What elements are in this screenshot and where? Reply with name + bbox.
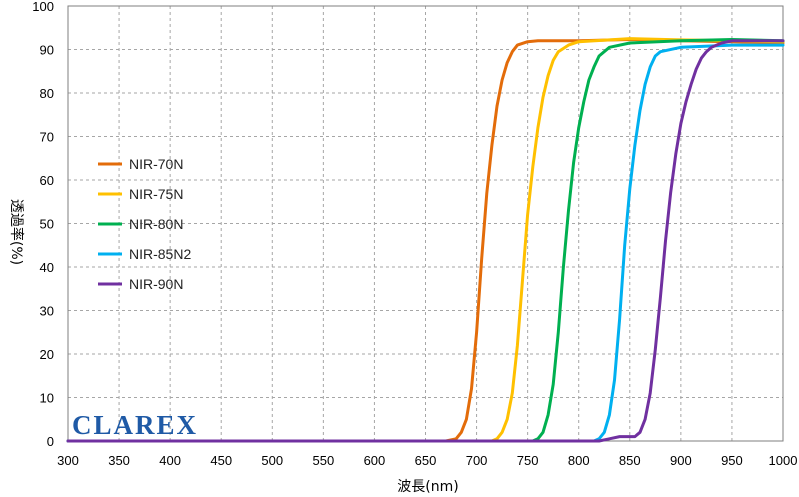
y-tick-label: 50 xyxy=(40,217,54,232)
legend-label: NIR-70N xyxy=(129,156,183,172)
y-tick-label: 0 xyxy=(47,434,54,449)
y-axis-title: 透過率(%) xyxy=(8,199,25,265)
x-tick-label: 650 xyxy=(415,453,437,468)
x-tick-label: 550 xyxy=(313,453,335,468)
legend-label: NIR-90N xyxy=(129,276,183,292)
x-tick-label: 750 xyxy=(517,453,539,468)
y-tick-label: 10 xyxy=(40,391,54,406)
x-tick-label: 450 xyxy=(210,453,232,468)
gridlines xyxy=(68,6,783,441)
y-axis-title-group: 透過率(%) xyxy=(8,199,25,265)
x-tick-label: 950 xyxy=(721,453,743,468)
x-tick-label: 1000 xyxy=(769,453,798,468)
y-tick-label: 90 xyxy=(40,43,54,58)
series-line-nir-85n2 xyxy=(66,43,785,443)
series-lines xyxy=(66,37,785,443)
x-tick-label: 700 xyxy=(466,453,488,468)
y-tick-label: 30 xyxy=(40,304,54,319)
legend-label: NIR-75N xyxy=(129,186,183,202)
x-tick-label: 850 xyxy=(619,453,641,468)
x-tick-label: 300 xyxy=(57,453,79,468)
series-line-nir-75n xyxy=(66,37,785,443)
legend: NIR-70N NIR-75N NIR-80N NIR-85N2 NIR-90N xyxy=(98,156,191,292)
series-line-nir-90n xyxy=(66,39,785,443)
y-tick-label: 80 xyxy=(40,86,54,101)
x-tick-label: 800 xyxy=(568,453,590,468)
x-tick-label: 600 xyxy=(364,453,386,468)
x-tick-label: 500 xyxy=(261,453,283,468)
legend-label: NIR-80N xyxy=(129,216,183,232)
clarex-logo: CLAREX xyxy=(72,410,198,440)
x-tick-label: 900 xyxy=(670,453,692,468)
y-tick-label: 70 xyxy=(40,130,54,145)
legend-label: NIR-85N2 xyxy=(129,246,191,262)
series-line-nir-80n xyxy=(66,38,785,443)
x-tick-label: 400 xyxy=(159,453,181,468)
y-tick-label: 60 xyxy=(40,173,54,188)
y-tick-label: 100 xyxy=(32,0,54,14)
y-tick-label: 20 xyxy=(40,347,54,362)
y-tick-label: 40 xyxy=(40,260,54,275)
x-axis-title: 波長(nm) xyxy=(397,479,458,495)
tick-labels: 300 350 400 450 500 550 600 650 700 750 800 850 900 9… xyxy=(32,0,797,468)
x-tick-label: 350 xyxy=(108,453,130,468)
